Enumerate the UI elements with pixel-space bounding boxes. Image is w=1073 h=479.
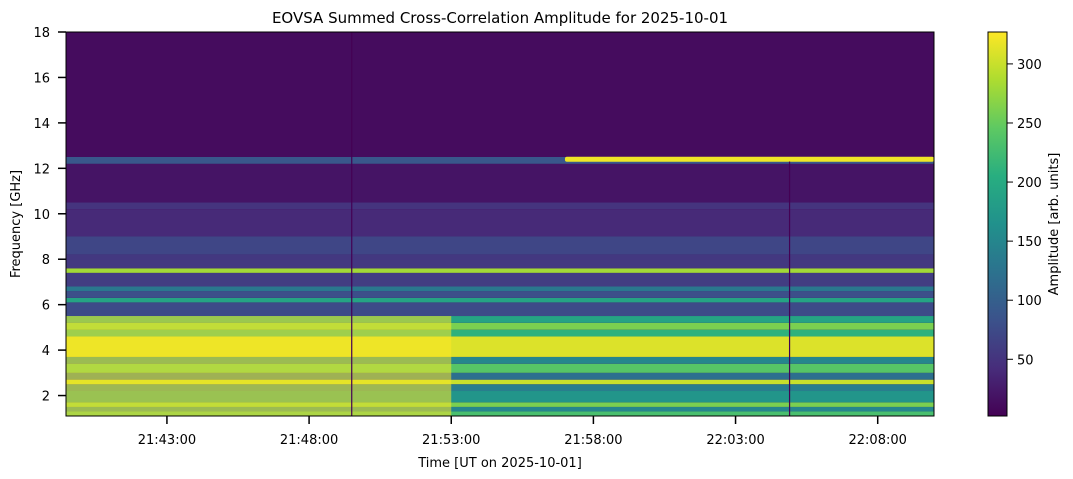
frequency-band-6 <box>66 379 934 385</box>
x-tick-label-3: 21:53:00 <box>422 433 480 448</box>
x-tick-label-6: 22:08:00 <box>849 433 907 448</box>
spectral-features <box>66 32 934 416</box>
frequency-band-2 <box>66 406 934 412</box>
frequency-band-17 <box>66 286 934 292</box>
y-tick-label-3: 6 <box>42 299 50 314</box>
frequency-band-12 <box>66 322 934 330</box>
frequency-band-3 <box>66 402 934 407</box>
drifting-emission-line <box>564 156 934 162</box>
colorbar-tick-label-5: 250 <box>1017 117 1042 132</box>
y-tick-label-1: 2 <box>42 390 50 405</box>
colorbar-tick-label-4: 200 <box>1017 176 1042 191</box>
frequency-band-21 <box>66 236 934 255</box>
frequency-band-7 <box>66 372 934 380</box>
plot-frame <box>65 31 935 417</box>
y-axis: 2 4 6 8 10 12 14 16 18 <box>33 26 66 405</box>
y-tick-label-9: 18 <box>33 26 50 41</box>
y-tick-label-7: 14 <box>33 117 50 132</box>
frequency-band-16 <box>66 291 934 298</box>
y-tick-label-2: 4 <box>42 344 50 359</box>
enhanced-emission-region <box>66 316 452 416</box>
x-axis-label: Time [UT on 2025-10-01] <box>417 456 582 471</box>
frequency-band-18 <box>66 272 934 287</box>
x-tick-label-2: 21:48:00 <box>280 433 338 448</box>
x-tick-label-1: 21:43:00 <box>138 433 196 448</box>
frequency-band-15 <box>66 297 934 303</box>
y-tick-label-8: 16 <box>33 71 50 86</box>
y-axis-label: Frequency [GHz] <box>9 170 24 278</box>
chart-title: EOVSA Summed Cross-Correlation Amplitude… <box>272 9 728 27</box>
frequency-band-22 <box>66 209 934 237</box>
colorbar-tick-label-3: 150 <box>1017 235 1042 250</box>
colorbar-tick-label-2: 100 <box>1017 294 1042 309</box>
colorbar <box>987 31 1008 417</box>
frequency-band-26 <box>66 32 934 157</box>
y-tick-label-6: 12 <box>33 162 50 177</box>
x-tick-label-5: 22:03:00 <box>706 433 764 448</box>
frequency-band-25 <box>66 156 934 164</box>
colorbar-axis: 50 100 150 200 250 300 <box>1007 58 1042 368</box>
colorbar-tick-label-1: 50 <box>1017 353 1034 368</box>
frequency-band-11 <box>66 329 934 337</box>
colorbar-tick-label-6: 300 <box>1017 58 1042 73</box>
frequency-band-13 <box>66 316 934 323</box>
frequency-band-14 <box>66 302 934 317</box>
plot-area <box>66 32 934 416</box>
frequency-band-24 <box>66 163 934 203</box>
y-tick-label-5: 10 <box>33 208 50 223</box>
frequency-band-4 <box>66 391 934 403</box>
y-tick-label-4: 8 <box>42 253 50 268</box>
x-tick-label-4: 21:58:00 <box>564 433 622 448</box>
frequency-band-19 <box>66 268 934 273</box>
frequency-band-23 <box>66 202 934 210</box>
frequency-band-20 <box>66 254 934 269</box>
frequency-band-1 <box>66 411 934 416</box>
x-axis: 21:43:00 21:48:00 21:53:00 21:58:00 22:03:00… <box>138 416 907 448</box>
frequency-band-9 <box>66 356 934 364</box>
frequency-band-8 <box>66 363 934 373</box>
frequency-band-5 <box>66 384 934 392</box>
colorbar-label: Amplitude [arb. units] <box>1047 153 1062 296</box>
